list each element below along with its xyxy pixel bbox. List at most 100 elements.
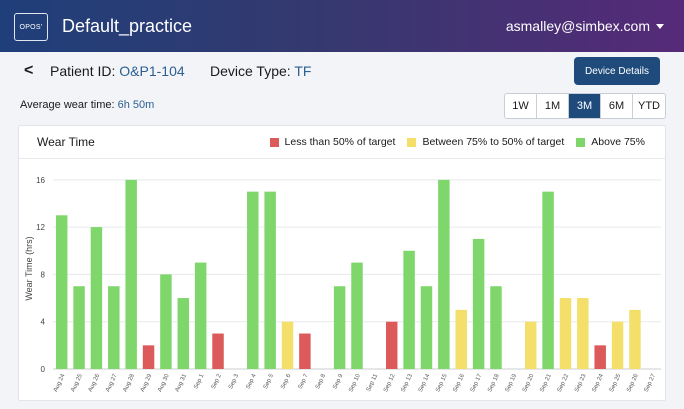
user-email: asmalley@simbex.com xyxy=(505,18,650,34)
x-tick-label: Sep 7 xyxy=(298,373,310,390)
x-tick-label: Sep 21 xyxy=(539,373,553,393)
wear-time-chart: 0 4 8 12 16 Wear Time (hrs) Aug 24 Aug 25 Aug 26… xyxy=(24,176,661,393)
y-tick-label: 12 xyxy=(36,223,45,232)
app-logo[interactable]: OPOS' xyxy=(14,13,48,41)
bar-sep-4 xyxy=(247,191,259,369)
x-tick-label: Aug 29 xyxy=(140,373,154,393)
chart-legend: Less than 50% of target Between 75% to 5… xyxy=(269,136,645,148)
legend-swatch-yellow xyxy=(407,137,417,147)
x-tick-label: Sep 2 xyxy=(211,373,223,390)
x-tick-label: Sep 27 xyxy=(644,373,658,393)
wear-time-chart-card: Wear Time Less than 50% of target Betwee… xyxy=(18,125,666,401)
x-tick-label: Sep 5 xyxy=(263,373,275,390)
bar-aug-29 xyxy=(142,345,155,369)
y-tick-label: 8 xyxy=(41,270,46,279)
bar-sep-2 xyxy=(212,333,224,369)
bar-aug-24 xyxy=(55,215,68,369)
bar-sep-9 xyxy=(333,286,346,369)
x-tick-label: Sep 4 xyxy=(246,373,258,390)
x-tick-label: Sep 9 xyxy=(332,373,344,390)
device-type-value: TF xyxy=(294,63,312,79)
bar-sep-22 xyxy=(559,298,572,369)
x-tick-label: Sep 11 xyxy=(366,373,380,393)
x-tick-label: Sep 25 xyxy=(609,373,623,393)
bar-sep-6 xyxy=(281,321,294,369)
bar-sep-1 xyxy=(194,262,207,369)
x-tick-label: Sep 20 xyxy=(522,373,536,393)
bar-sep-25 xyxy=(611,321,624,369)
app-title: Default_practice xyxy=(62,16,193,36)
user-menu[interactable]: asmalley@simbex.com xyxy=(506,18,664,34)
x-tick-label: Sep 16 xyxy=(453,373,467,393)
bar-aug-30 xyxy=(160,274,172,369)
bar-aug-27 xyxy=(108,286,120,369)
bar-sep-7 xyxy=(299,333,311,369)
bar-sep-14 xyxy=(420,286,433,369)
x-tick-label: Sep 24 xyxy=(592,373,606,393)
bar-sep-16 xyxy=(455,309,467,369)
avg-wear-label: Average wear time: xyxy=(20,99,115,111)
average-wear-time: Average wear time: 6h 50m xyxy=(20,99,154,111)
device-type-label: Device Type: xyxy=(210,63,291,79)
x-tick-label: Sep 12 xyxy=(383,373,397,393)
range-1w[interactable]: 1W xyxy=(505,94,537,118)
bar-sep-12 xyxy=(386,321,398,369)
y-tick-label: 16 xyxy=(36,176,45,185)
x-tick-label: Sep 1 xyxy=(193,373,205,390)
patient-id-label: Patient ID: xyxy=(50,63,116,79)
bar-aug-28 xyxy=(125,179,137,369)
x-tick-label: Sep 10 xyxy=(348,373,362,393)
x-tick-label: Aug 24 xyxy=(53,373,67,393)
legend-label-red: Less than 50% of target xyxy=(284,136,396,148)
x-tick-label: Sep 22 xyxy=(557,373,571,393)
back-arrow-icon[interactable]: < xyxy=(24,62,34,79)
device-type: Device Type: TF xyxy=(210,63,311,79)
bar-sep-21 xyxy=(542,191,554,369)
legend-swatch-red xyxy=(269,137,279,147)
x-tick-label: Aug 31 xyxy=(175,373,189,393)
bar-aug-31 xyxy=(177,298,190,369)
chart-divider xyxy=(19,158,665,159)
bar-sep-24 xyxy=(594,345,606,369)
bar-sep-5 xyxy=(264,191,276,369)
chart-title: Wear Time xyxy=(37,135,95,149)
patient-id-value: O&P1-104 xyxy=(119,63,185,79)
bar-aug-25 xyxy=(73,286,85,369)
patient-id: Patient ID: O&P1-104 xyxy=(50,63,185,79)
device-details-button[interactable]: Device Details xyxy=(574,57,660,85)
x-tick-label: Sep 23 xyxy=(574,373,588,393)
x-tick-label: Aug 26 xyxy=(88,373,102,393)
legend-label-green: Above 75% xyxy=(591,136,645,148)
y-tick-label: 4 xyxy=(41,318,46,327)
bar-sep-20 xyxy=(524,321,537,369)
y-tick-label: 0 xyxy=(41,365,46,374)
x-tick-label: Sep 6 xyxy=(280,373,292,390)
x-tick-label: Sep 14 xyxy=(418,373,432,393)
bar-sep-18 xyxy=(490,286,502,369)
x-tick-label: Sep 13 xyxy=(400,373,414,393)
x-tick-label: Sep 3 xyxy=(228,373,240,390)
bar-sep-10 xyxy=(351,262,363,369)
x-tick-label: Aug 27 xyxy=(105,373,119,393)
range-1m[interactable]: 1M xyxy=(537,94,569,118)
range-ytd[interactable]: YTD xyxy=(638,100,660,112)
x-tick-label: Sep 19 xyxy=(505,373,519,393)
legend-label-yellow: Between 75% to 50% of target xyxy=(422,136,565,148)
logo-text: OPOS' xyxy=(19,23,43,31)
bar-sep-13 xyxy=(403,250,415,369)
bar-aug-26 xyxy=(90,227,103,369)
x-tick-label: Aug 25 xyxy=(70,373,84,393)
x-tick-label: Sep 15 xyxy=(435,373,449,393)
x-tick-label: Sep 8 xyxy=(315,373,327,390)
x-tick-label: Sep 26 xyxy=(626,373,640,393)
bar-sep-15 xyxy=(438,179,450,369)
range-6m[interactable]: 6M xyxy=(601,94,633,118)
range-3m[interactable]: 3M xyxy=(569,94,601,118)
x-tick-label: Sep 18 xyxy=(487,373,501,393)
y-axis-label: Wear Time (hrs) xyxy=(24,236,34,300)
avg-wear-value: 6h 50m xyxy=(117,99,155,111)
bar-sep-26 xyxy=(629,309,641,369)
legend-item-yellow: Between 75% to 50% of target xyxy=(407,136,564,148)
x-tick-label: Aug 30 xyxy=(157,373,171,393)
x-tick-label: Sep 17 xyxy=(470,373,484,393)
